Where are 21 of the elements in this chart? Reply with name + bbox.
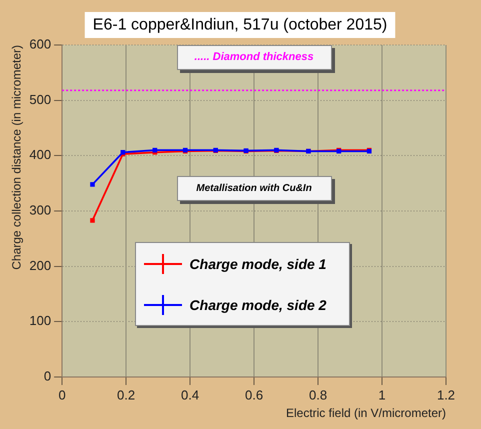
- x-tick-label: 1: [378, 387, 386, 402]
- x-tick-label: 0.6: [245, 387, 264, 402]
- x-tick-label: 0.2: [117, 387, 136, 402]
- y-tick-label: 400: [29, 147, 52, 162]
- y-tick-label: 100: [29, 313, 52, 328]
- y-axis-title: Charge collection distance (in micrometer): [10, 45, 24, 270]
- y-tick-label: 500: [29, 92, 52, 107]
- y-tick-label: 0: [44, 368, 52, 384]
- legend-label: Charge mode, side 2: [190, 296, 326, 313]
- note-box: ..... Diamond thickness: [176, 44, 332, 70]
- x-axis-title: Electric field (in V/micrometer): [286, 406, 446, 420]
- x-tick-label: 0.4: [181, 387, 200, 402]
- chart-title: E6-1 copper&Indiun, 517u (october 2015): [92, 16, 388, 34]
- x-tick-label: 1.2: [436, 387, 456, 402]
- y-tick-label: 300: [29, 202, 52, 218]
- y-tick-label: 200: [29, 258, 52, 273]
- note-box: Metallisation with Cu&In: [176, 176, 332, 202]
- legend-label: Charge mode, side 1: [190, 256, 326, 272]
- x-tick-label: 0.8: [308, 387, 328, 402]
- y-tick-label: 600: [29, 36, 52, 52]
- x-tick-label: 0: [58, 387, 66, 402]
